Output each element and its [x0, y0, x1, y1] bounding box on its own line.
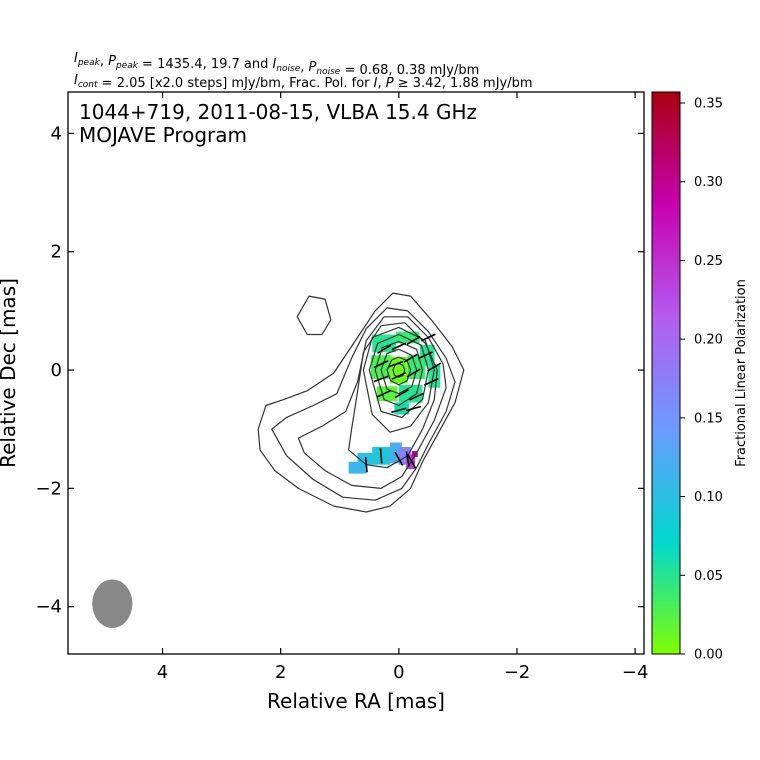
- header-text-part: P: [386, 76, 394, 91]
- colorbar-tick-label: 0.10: [694, 490, 723, 505]
- evpa-ticks: [364, 333, 442, 473]
- contour-line: [271, 307, 456, 501]
- header-text-part: peak: [115, 61, 139, 71]
- contour-line: [386, 356, 412, 386]
- contour-line: [257, 292, 465, 513]
- evpa-tick: [391, 407, 407, 414]
- header-text-part: noise: [316, 67, 340, 77]
- x-axis-ticks: 4 2 0 −2 −4: [157, 92, 649, 683]
- total-intensity-contours: [257, 292, 465, 513]
- colorbar-ticks: 0.00 0.05 0.10 0.15 0.20 0.25 0.30 0.35: [680, 97, 723, 663]
- contour-line: [296, 295, 332, 336]
- header-text-part: I: [273, 57, 277, 72]
- evpa-tick: [394, 389, 409, 399]
- contour-line: [348, 322, 438, 469]
- plot-frame: [67, 91, 645, 655]
- evpa-tick: [373, 360, 389, 369]
- header: Ipeak, Ppeak = 1435.4, 19.7 and Inoise, …: [74, 51, 533, 91]
- colorbar-tick-label: 0.05: [694, 569, 723, 584]
- x-tick-label: 0: [393, 662, 404, 683]
- chart-title-line-2: MOJAVE Program: [79, 123, 247, 147]
- header-text-part: I: [74, 73, 78, 88]
- beam-ellipse: [92, 579, 133, 628]
- x-tick-label: 2: [275, 662, 286, 683]
- evpa-tick: [418, 351, 433, 360]
- evpa-tick: [421, 333, 436, 342]
- evpa-tick: [406, 368, 421, 378]
- fracpol-cell: [348, 461, 367, 474]
- fracpol-cell: [394, 402, 410, 415]
- y-tick-label: 0: [51, 360, 62, 381]
- header-text-part: ,: [300, 60, 308, 75]
- colorbar-tick-label: 0.15: [694, 411, 723, 426]
- fracpol-cell: [411, 451, 418, 458]
- colorbar-label: Fractional Linear Polarization: [734, 279, 749, 467]
- restoring-beam: [92, 579, 133, 628]
- header-text-part: ,: [100, 54, 108, 69]
- evpa-tick: [373, 375, 389, 383]
- stats-header-line-1: Ipeak, Ppeak = 1435.4, 19.7 and Inoise, …: [74, 51, 479, 78]
- stats-header-line-2: Icont = 2.05 [x2.0 steps] mJy/bm, Frac. …: [74, 73, 533, 91]
- header-text-part: I: [74, 51, 78, 66]
- y-tick-label: −4: [35, 597, 62, 618]
- header-text-part: P: [108, 54, 116, 69]
- header-text-part: cont: [78, 80, 98, 90]
- evpa-tick: [388, 360, 404, 368]
- fracpol-cell: [376, 386, 398, 402]
- contour-line: [362, 326, 435, 433]
- x-tick-label: −2: [504, 662, 531, 683]
- evpa-tick: [427, 362, 442, 372]
- header-text-part: peak: [77, 58, 101, 68]
- evpa-tick: [391, 342, 407, 351]
- colorbar: 0.00 0.05 0.10 0.15 0.20 0.25 0.30 0.35 Fractio…: [651, 91, 749, 663]
- header-text-part: ≥ 3.42, 1.88 mJy/bm: [394, 76, 533, 91]
- y-axis-ticks: −4 −2 0 2 4: [35, 123, 644, 618]
- plot-area: 4 2 0 −2 −4 −4 −2 0 2 4 1044+719, 2011-08-15, VL…: [35, 91, 649, 683]
- y-tick-label: 2: [51, 242, 62, 263]
- header-text-part: = 1435.4, 19.7 and: [138, 57, 273, 72]
- evpa-tick: [407, 454, 417, 469]
- fracpol-cell: [372, 334, 396, 353]
- evpa-tick: [394, 451, 404, 466]
- colorbar-tick-label: 0.30: [694, 175, 723, 190]
- evpa-tick: [376, 389, 392, 398]
- header-text-part: = 2.05 [x2.0 steps] mJy/bm, Frac. Pol. f…: [98, 76, 374, 91]
- chart-title-line-1: 1044+719, 2011-08-15, VLBA 15.4 GHz: [79, 100, 477, 124]
- evpa-tick: [405, 405, 422, 412]
- header-text-part: noise: [276, 64, 300, 74]
- contour-line: [374, 341, 424, 407]
- x-tick-label: −4: [622, 662, 649, 683]
- colorbar-tick-label: 0.00: [694, 648, 723, 663]
- fracpol-cell: [398, 384, 423, 403]
- evpa-tick: [391, 371, 407, 380]
- y-tick-label: −2: [35, 478, 62, 499]
- header-text-part: I: [374, 76, 378, 91]
- y-axis-label: Relative Dec [mas]: [0, 278, 20, 468]
- evpa-tick: [379, 448, 383, 464]
- header-text-part: ,: [378, 76, 386, 91]
- header-text-part: = 0.68, 0.38 mJy/bm: [340, 63, 479, 78]
- x-tick-label: 4: [157, 662, 168, 683]
- evpa-tick: [364, 456, 368, 473]
- colorbar-fill: [651, 91, 681, 655]
- header-text-part: P: [309, 60, 317, 75]
- evpa-tick: [403, 353, 418, 363]
- evpa-tick: [405, 451, 410, 467]
- fractional-polarization-map: [348, 331, 441, 474]
- colorbar-tick-label: 0.35: [694, 97, 723, 112]
- evpa-tick: [409, 392, 424, 401]
- evpa-tick: [377, 344, 392, 354]
- fracpol-cell: [398, 446, 411, 465]
- fracpol-cell: [389, 356, 408, 384]
- colorbar-tick-label: 0.25: [694, 254, 723, 269]
- x-axis-label: Relative RA [mas]: [267, 689, 445, 713]
- colorbar-tick-label: 0.20: [694, 333, 723, 348]
- contour-line: [297, 316, 447, 489]
- fracpol-cell: [395, 331, 420, 344]
- evpa-tick: [424, 377, 439, 386]
- y-tick-label: 4: [51, 123, 62, 144]
- evpa-tick: [406, 335, 421, 346]
- fracpol-cell: [428, 364, 441, 388]
